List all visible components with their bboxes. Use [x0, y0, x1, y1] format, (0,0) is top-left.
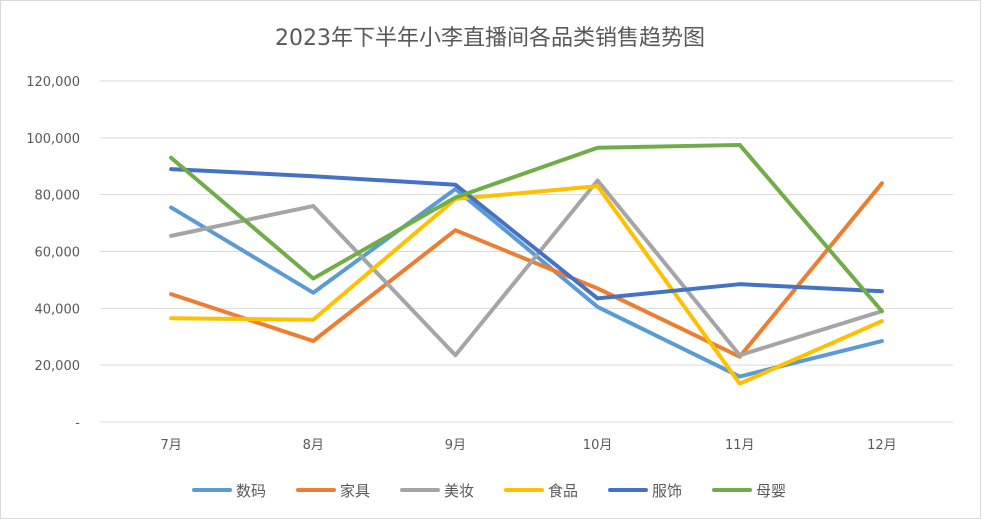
series-line: [169, 186, 884, 379]
series-line: [169, 167, 884, 301]
series-line: [169, 178, 884, 358]
x-axis-ticks: 7月 8月 9月 10月 11月 12月: [160, 438, 896, 453]
legend-label: 美妆: [444, 482, 474, 500]
y-tick-label: 40,000: [35, 302, 81, 317]
gridlines: [100, 80, 953, 423]
series-line: [169, 184, 884, 386]
y-tick-label: 100,000: [26, 132, 80, 147]
series-line: [169, 142, 884, 314]
y-tick-label: -: [75, 416, 80, 431]
x-tick-label: 9月: [445, 438, 466, 453]
legend-label: 母婴: [756, 482, 786, 500]
series-line: [169, 181, 884, 359]
x-tick-label: 11月: [725, 438, 755, 453]
chart-title: 2023年下半年小李直播间各品类销售趋势图: [275, 26, 705, 51]
x-tick-label: 8月: [303, 438, 324, 453]
x-tick-label: 7月: [160, 438, 181, 453]
legend: 数码 家具 美妆 食品 服饰 母婴: [192, 482, 786, 500]
y-tick-label: 120,000: [26, 75, 80, 90]
y-tick-label: 60,000: [35, 246, 81, 261]
y-tick-label: 80,000: [35, 189, 81, 204]
legend-label: 食品: [548, 482, 578, 500]
x-tick-label: 12月: [867, 438, 897, 453]
x-tick-label: 10月: [583, 438, 613, 453]
legend-label: 数码: [236, 482, 266, 500]
legend-label: 服饰: [652, 482, 682, 500]
y-tick-label: 20,000: [35, 359, 81, 374]
y-axis-ticks: - 20,000 40,000 60,000 80,000 100,000 120,000: [26, 75, 80, 431]
series-lines: [169, 142, 884, 386]
legend-label: 家具: [340, 482, 370, 500]
